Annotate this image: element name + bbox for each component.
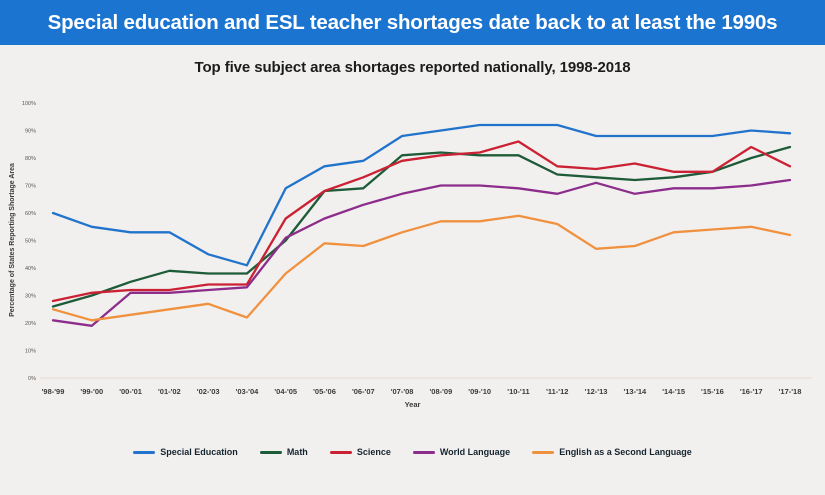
y-tick-label: 40% <box>25 266 36 272</box>
x-tick-label: '04-'05 <box>274 387 297 396</box>
legend-item-special-education: Special Education <box>133 447 238 457</box>
legend-item-english-as-a-second-language: English as a Second Language <box>532 447 692 457</box>
legend-swatch-english-as-a-second-language <box>532 450 555 454</box>
x-tick-label: '98-'99 <box>42 387 65 396</box>
legend-swatch-science <box>329 450 352 454</box>
legend-swatch-math <box>259 450 282 454</box>
x-tick-label: '16-'17 <box>740 387 763 396</box>
x-tick-label: '12-'13 <box>585 387 608 396</box>
y-tick-label: 80% <box>25 156 36 162</box>
x-tick-label: '05-'06 <box>313 387 336 396</box>
series-line-math <box>51 145 792 308</box>
chart-card: Top five subject area shortages reported… <box>0 45 825 495</box>
legend: Special Education Math Science World Langua… <box>0 447 825 457</box>
series-line-world-language <box>51 178 792 327</box>
legend-swatch-world-language <box>412 450 435 454</box>
legend-label-special-education: Special Education <box>160 447 238 457</box>
series-line-science <box>51 140 792 303</box>
x-tick-label: '15-'16 <box>701 387 724 396</box>
y-tick-label: 30% <box>25 294 36 300</box>
x-tick-label: '11-'12 <box>546 387 568 396</box>
line-chart: 0% 10% 20% 30% 40% 50% 60% 70% 80% 90% 100% '98-'99… <box>22 101 812 396</box>
y-tick-label: 20% <box>25 321 36 327</box>
x-tick-label: '03-'04 <box>236 387 260 396</box>
chart-title: Top five subject area shortages reported… <box>194 59 631 76</box>
x-tick-label: '02-'03 <box>197 387 220 396</box>
series-line-english-as-a-second-language <box>51 214 792 322</box>
legend-label-english-as-a-second-language: English as a Second Language <box>559 447 692 457</box>
y-tick-label: 70% <box>25 184 36 190</box>
y-tick-label: 100% <box>22 101 36 107</box>
legend-item-world-language: World Language <box>412 447 511 457</box>
y-tick-label: 0% <box>28 376 36 382</box>
legend-swatch-special-education <box>133 450 156 454</box>
legend-item-math: Math <box>259 447 308 457</box>
x-tick-label: '99-'00 <box>80 387 103 396</box>
legend-label-science: Science <box>356 447 391 457</box>
legend-label-world-language: World Language <box>439 447 511 457</box>
x-tick-label: '13-'14 <box>623 387 647 396</box>
x-tick-label: '17-'18 <box>779 387 802 396</box>
y-tick-label: 60% <box>25 211 36 217</box>
header-title: Special education and ESL teacher shorta… <box>47 10 778 34</box>
header-banner: Special education and ESL teacher shorta… <box>0 0 825 45</box>
x-tick-label: '01-'02 <box>158 387 181 396</box>
x-tick-label: '10-'11 <box>507 387 529 396</box>
x-tick-label: '07-'08 <box>391 387 414 396</box>
legend-item-science: Science <box>329 447 391 457</box>
x-tick-label: '08-'09 <box>430 387 453 396</box>
y-tick-label: 90% <box>25 129 36 135</box>
x-tick-label: '06-'07 <box>352 387 375 396</box>
x-tick-label: '00-'01 <box>119 387 142 396</box>
series-line-special-education <box>51 123 792 267</box>
legend-label-math: Math <box>286 447 308 457</box>
y-tick-label: 10% <box>25 349 36 355</box>
y-tick-label: 50% <box>25 239 36 245</box>
x-axis-title: Year <box>404 400 421 409</box>
x-tick-label: '14-'15 <box>662 387 685 396</box>
x-tick-label: '09-'10 <box>468 387 491 396</box>
